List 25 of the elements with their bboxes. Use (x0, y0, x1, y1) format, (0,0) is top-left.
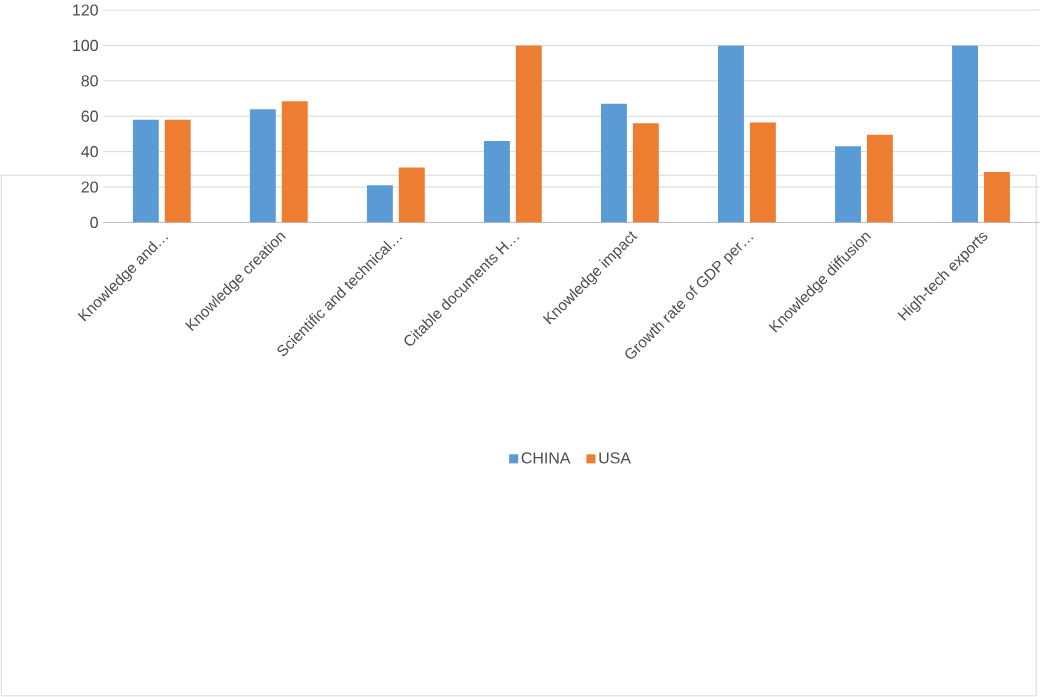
bar (632, 123, 659, 223)
bar (249, 109, 276, 223)
y-tick-label: 40 (81, 146, 98, 158)
bar (483, 141, 510, 223)
bar (132, 119, 159, 223)
y-tick-label: 80 (81, 75, 98, 87)
legend-label: CHINA (521, 452, 571, 464)
bar (749, 122, 776, 223)
bar (835, 146, 861, 223)
bar (600, 103, 627, 223)
bar (366, 185, 393, 223)
bar (281, 101, 308, 223)
y-tick-label: 20 (81, 181, 98, 193)
y-tick-label: 0 (90, 216, 98, 229)
legend-label: USA (599, 452, 631, 464)
bar (952, 45, 978, 223)
bar (398, 167, 425, 223)
y-tick-label: 120 (73, 4, 98, 16)
bar (718, 45, 744, 223)
bar (164, 119, 191, 223)
bar (866, 134, 893, 223)
y-tick-label: 60 (81, 110, 98, 122)
bar (983, 172, 1010, 223)
bar (515, 45, 542, 223)
y-tick-label: 100 (73, 39, 98, 52)
